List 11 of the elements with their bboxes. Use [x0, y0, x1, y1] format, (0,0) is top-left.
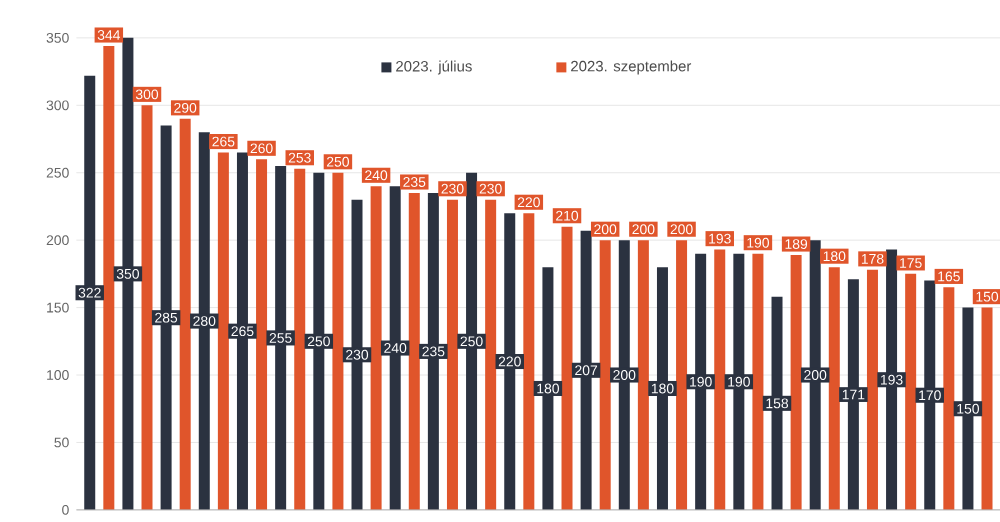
- bar: [752, 253, 764, 510]
- bar: [485, 199, 497, 510]
- bar: [332, 172, 344, 510]
- bar: [179, 118, 191, 510]
- bar: [905, 273, 917, 510]
- bar: [981, 307, 993, 510]
- bar: [714, 249, 726, 510]
- bar: [561, 226, 573, 510]
- bar: [866, 269, 878, 510]
- bar: [446, 199, 458, 510]
- bar: [294, 168, 306, 510]
